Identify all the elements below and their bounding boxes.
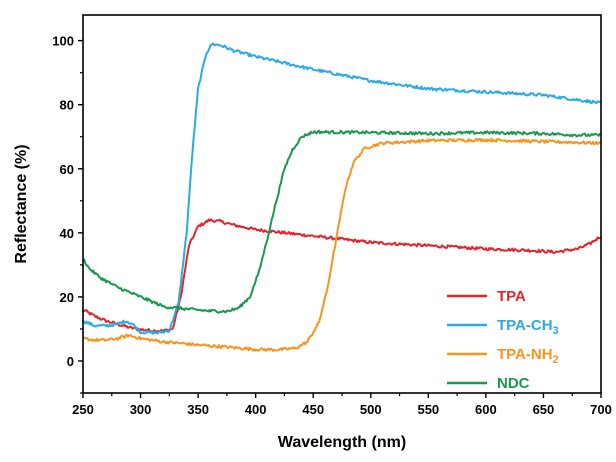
x-tick-label: 600 — [475, 402, 497, 417]
legend-label-tpa-ch3: TPA-CH3 — [497, 317, 559, 337]
y-axis-title: Reflectance (%) — [13, 144, 30, 263]
series-layer — [82, 42, 602, 352]
series-line-ndc — [82, 129, 602, 314]
x-tick-label: 350 — [187, 402, 209, 417]
y-tick-label: 60 — [60, 162, 74, 177]
x-tick-label: 450 — [302, 402, 324, 417]
series-line-tpa — [82, 218, 602, 334]
y-tick-label: 100 — [52, 34, 74, 49]
y-tick-label: 20 — [60, 290, 74, 305]
legend-label-ndc: NDC — [497, 375, 530, 392]
legend-label-tpa: TPA — [497, 288, 526, 305]
y-tick-label: 40 — [60, 226, 74, 241]
x-tick-label: 300 — [130, 402, 152, 417]
x-tick-label: 700 — [590, 402, 612, 417]
x-tick-label: 550 — [417, 402, 439, 417]
y-tick-label: 80 — [60, 98, 74, 113]
y-tick-label: 0 — [67, 354, 74, 369]
x-tick-label: 650 — [533, 402, 555, 417]
legend: TPA TPA-CH3 TPA-NH2 NDC — [447, 288, 559, 392]
legend-label-tpa-nh2: TPA-NH2 — [497, 346, 559, 366]
series-line-tpa-nh2 — [82, 137, 602, 352]
series-line-tpa-ch3 — [82, 42, 602, 335]
axis-ticks: 250 300 350 400 450 500 550 600 650 700 0 20 40 60 80 1… — [52, 34, 612, 417]
x-tick-label: 400 — [245, 402, 267, 417]
x-tick-label: 250 — [72, 402, 94, 417]
x-axis-title: Wavelength (nm) — [278, 434, 406, 451]
x-tick-label: 500 — [360, 402, 382, 417]
